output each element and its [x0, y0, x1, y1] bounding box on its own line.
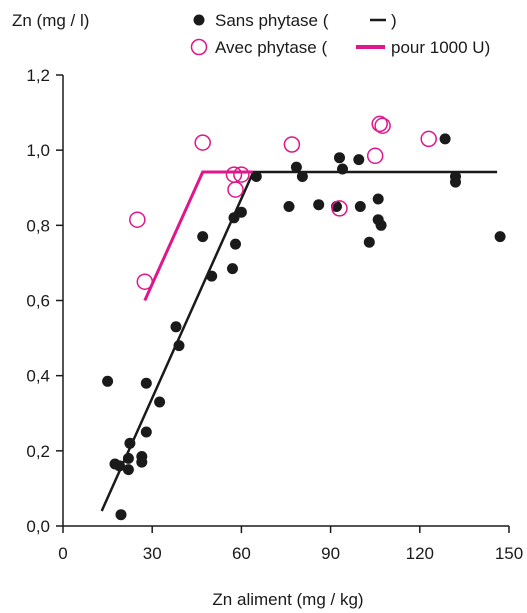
legend: Sans phytase ( ) Avec phytase ( pour 100… — [190, 11, 490, 57]
point-sans-phytase — [235, 206, 247, 218]
data-points — [102, 115, 506, 521]
point-avec-phytase — [283, 136, 301, 153]
legend-sans-suffix: ) — [391, 11, 397, 30]
point-sans-phytase — [363, 236, 375, 248]
fit-line-sans-phytase — [100, 170, 498, 512]
point-sans-phytase — [450, 171, 461, 182]
y-tick-label: 0,0 — [26, 517, 50, 536]
point-sans-phytase — [296, 171, 308, 182]
point-avec-phytase — [136, 273, 154, 290]
x-tick-label: 0 — [58, 544, 67, 563]
point-sans-phytase — [206, 270, 218, 282]
y-tick-label: 0,6 — [26, 292, 50, 311]
x-tick-label: 120 — [406, 544, 434, 563]
point-sans-phytase — [197, 231, 209, 243]
point-avec-phytase — [227, 181, 244, 198]
y-tick-label: 0,4 — [26, 367, 50, 386]
point-sans-phytase — [227, 263, 238, 275]
point-sans-phytase — [170, 321, 182, 333]
x-tick-label: 60 — [232, 544, 251, 563]
point-sans-phytase — [122, 464, 134, 476]
y-tick-label: 1,2 — [26, 66, 50, 85]
point-avec-phytase — [371, 115, 388, 133]
point-avec-phytase — [129, 211, 146, 228]
point-avec-phytase — [233, 166, 250, 183]
point-avec-phytase — [374, 117, 391, 134]
point-avec-phytase — [366, 147, 384, 165]
legend-sans-prefix: Sans phytase ( — [215, 11, 329, 30]
y-tick-label: 0,8 — [26, 216, 50, 235]
x-axis-title: Zn aliment (mg / kg) — [212, 590, 363, 609]
point-sans-phytase — [372, 193, 384, 205]
legend-avec-prefix: Avec phytase ( — [215, 38, 327, 57]
point-sans-phytase — [114, 460, 125, 472]
point-sans-phytase — [337, 163, 348, 175]
point-sans-phytase — [353, 154, 365, 166]
point-sans-phytase — [354, 201, 366, 212]
x-tick-label: 150 — [495, 544, 523, 563]
point-sans-phytase — [136, 451, 148, 462]
x-tick-label: 90 — [321, 544, 340, 563]
point-avec-phytase — [420, 130, 437, 148]
y-axis-title: Zn (mg / l) — [12, 11, 89, 30]
point-sans-phytase — [122, 452, 134, 464]
legend-avec-suffix: pour 1000 U) — [391, 38, 490, 57]
point-sans-phytase — [173, 340, 185, 352]
fit-lines — [100, 170, 498, 512]
point-sans-phytase — [290, 161, 302, 173]
legend-avec-marker — [190, 38, 208, 56]
point-avec-phytase — [331, 200, 348, 217]
point-sans-phytase — [375, 219, 387, 231]
y-tick-label: 0,2 — [26, 442, 50, 461]
legend-sans-marker — [193, 14, 205, 26]
point-sans-phytase — [494, 231, 506, 243]
point-sans-phytase — [313, 199, 325, 211]
point-sans-phytase — [102, 375, 114, 387]
point-sans-phytase — [283, 201, 295, 212]
point-sans-phytase — [439, 133, 451, 145]
fit-line-avec-phytase — [143, 170, 254, 302]
point-sans-phytase — [334, 152, 345, 164]
point-sans-phytase — [115, 509, 127, 521]
y-ticks: 0,0 0,2 0,4 0,6 0,8 1,0 1,2 — [26, 66, 63, 536]
y-tick-label: 1,0 — [26, 141, 50, 160]
point-sans-phytase — [124, 437, 136, 449]
x-tick-label: 30 — [143, 544, 162, 563]
point-sans-phytase — [140, 377, 152, 389]
point-sans-phytase — [154, 396, 166, 408]
x-ticks: 0 30 60 90 120 150 — [58, 526, 523, 563]
point-sans-phytase — [140, 426, 152, 438]
point-sans-phytase — [250, 171, 262, 182]
point-sans-phytase — [230, 238, 241, 250]
point-avec-phytase — [194, 134, 211, 151]
